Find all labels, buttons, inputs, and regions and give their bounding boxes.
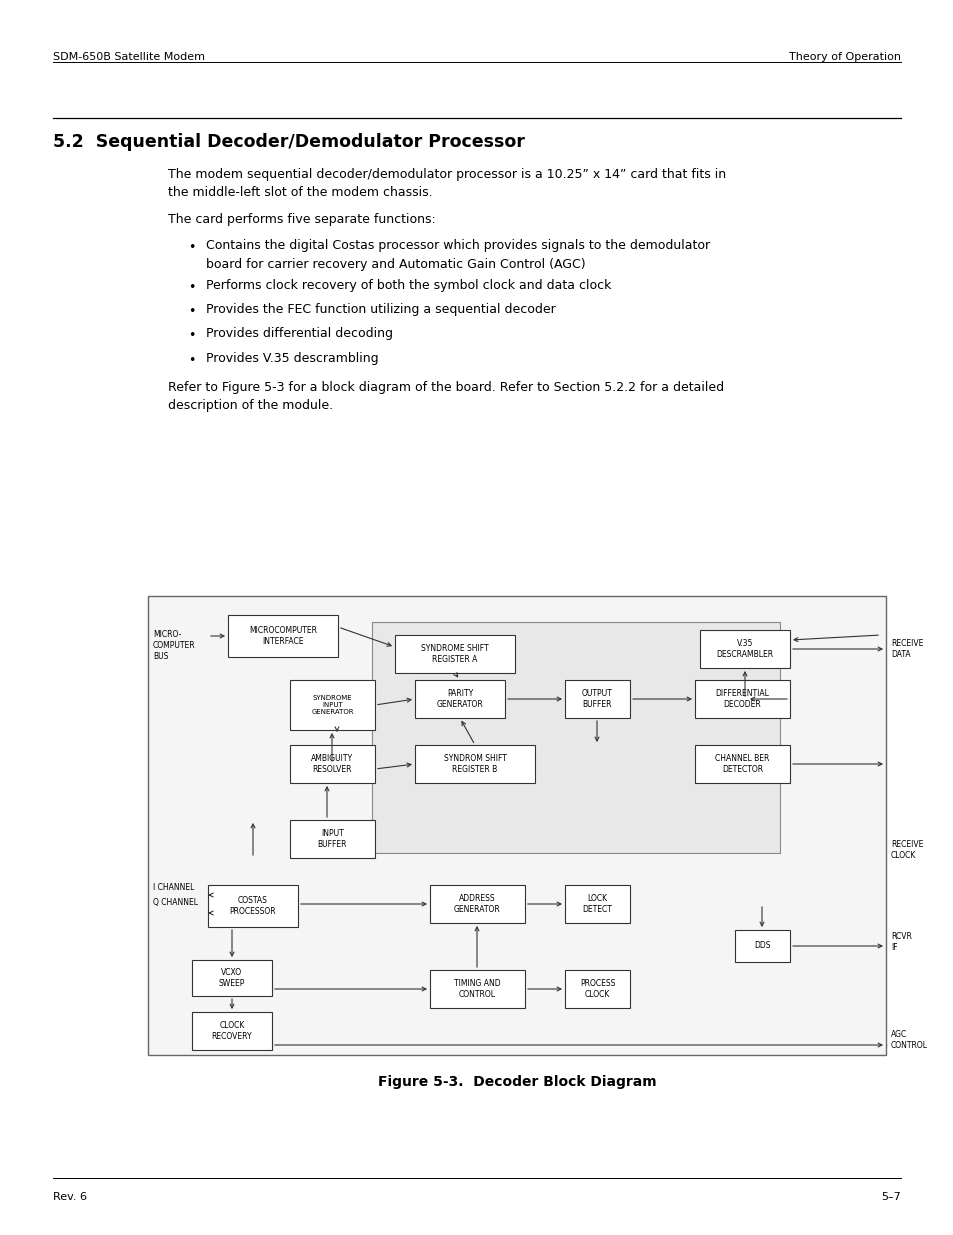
Bar [415, 745, 535, 783]
Text: Performs clock recovery of both the symbol clock and data clock: Performs clock recovery of both the symb… [206, 279, 611, 291]
Text: INPUT
BUFFER: INPUT BUFFER [317, 829, 347, 848]
Text: SDM-650B Satellite Modem: SDM-650B Satellite Modem [53, 52, 205, 62]
Text: RECEIVE
DATA: RECEIVE DATA [890, 638, 923, 659]
Text: PROCESS
CLOCK: PROCESS CLOCK [579, 979, 615, 999]
Text: MICRO-
COMPUTER
BUS: MICRO- COMPUTER BUS [152, 630, 195, 661]
Text: AMBIGUITY
RESOLVER: AMBIGUITY RESOLVER [311, 755, 354, 774]
Text: 5–7: 5–7 [881, 1192, 900, 1202]
Bar [228, 615, 337, 657]
Text: CLOCK
RECOVERY: CLOCK RECOVERY [212, 1021, 252, 1041]
Text: DDS: DDS [754, 941, 770, 951]
Bar [415, 680, 504, 718]
Text: Figure 5-3.  Decoder Block Diagram: Figure 5-3. Decoder Block Diagram [377, 1074, 656, 1089]
Text: SYNDROM SHIFT
REGISTER B: SYNDROM SHIFT REGISTER B [443, 755, 506, 774]
Text: Provides V.35 descrambling: Provides V.35 descrambling [206, 352, 378, 366]
Text: Provides the FEC function utilizing a sequential decoder: Provides the FEC function utilizing a se… [206, 303, 556, 316]
Bar [290, 820, 375, 858]
Text: MICROCOMPUTER
INTERFACE: MICROCOMPUTER INTERFACE [249, 626, 316, 646]
Text: •: • [188, 305, 195, 317]
Text: 5.2  Sequential Decoder/Demodulator Processor: 5.2 Sequential Decoder/Demodulator Proce… [53, 133, 524, 151]
Text: Refer to Figure 5-3 for a block diagram of the board. Refer to Section 5.2.2 for: Refer to Figure 5-3 for a block diagram … [168, 380, 723, 412]
Text: •: • [188, 354, 195, 367]
Text: Theory of Operation: Theory of Operation [788, 52, 900, 62]
Text: TIMING AND
CONTROL: TIMING AND CONTROL [454, 979, 500, 999]
Bar [395, 635, 515, 673]
Text: The modem sequential decoder/demodulator processor is a 10.25” x 14” card that f: The modem sequential decoder/demodulator… [168, 168, 725, 200]
Bar [372, 622, 780, 853]
Text: V.35
DESCRAMBLER: V.35 DESCRAMBLER [716, 640, 773, 659]
Text: DIFFERENTIAL
DECODER: DIFFERENTIAL DECODER [715, 689, 769, 709]
Text: PARITY
GENERATOR: PARITY GENERATOR [436, 689, 483, 709]
Text: RECEIVE
CLOCK: RECEIVE CLOCK [890, 840, 923, 860]
Bar [564, 969, 629, 1008]
Bar [564, 680, 629, 718]
Text: LOCK
DETECT: LOCK DETECT [582, 894, 612, 914]
Bar [208, 885, 297, 927]
Text: I CHANNEL: I CHANNEL [152, 883, 194, 893]
Text: •: • [188, 280, 195, 294]
Bar [192, 1011, 272, 1050]
Bar [695, 745, 789, 783]
Bar [290, 680, 375, 730]
Bar [192, 960, 272, 995]
Bar [700, 630, 789, 668]
Text: SYNDROME
INPUT
GENERATOR: SYNDROME INPUT GENERATOR [311, 695, 354, 715]
Bar [290, 745, 375, 783]
Text: COSTAS
PROCESSOR: COSTAS PROCESSOR [230, 897, 276, 916]
Text: VCXO
SWEEP: VCXO SWEEP [218, 968, 245, 988]
Bar [734, 930, 789, 962]
Text: CHANNEL BER
DETECTOR: CHANNEL BER DETECTOR [715, 755, 769, 774]
Text: SYNDROME SHIFT
REGISTER A: SYNDROME SHIFT REGISTER A [420, 645, 488, 664]
Bar [148, 597, 885, 1055]
Text: Provides differential decoding: Provides differential decoding [206, 327, 393, 341]
Text: •: • [188, 330, 195, 342]
Text: ADDRESS
GENERATOR: ADDRESS GENERATOR [454, 894, 500, 914]
Text: Rev. 6: Rev. 6 [53, 1192, 87, 1202]
Bar [564, 885, 629, 923]
Text: OUTPUT
BUFFER: OUTPUT BUFFER [581, 689, 612, 709]
Text: RCVR
IF: RCVR IF [890, 932, 911, 952]
Text: The card performs five separate functions:: The card performs five separate function… [168, 212, 436, 226]
Text: Contains the digital Costas processor which provides signals to the demodulator
: Contains the digital Costas processor wh… [206, 240, 709, 270]
Text: Q CHANNEL: Q CHANNEL [152, 898, 198, 906]
Text: AGC
CONTROL: AGC CONTROL [890, 1030, 927, 1050]
Bar [695, 680, 789, 718]
Bar [430, 885, 524, 923]
Bar [430, 969, 524, 1008]
Text: •: • [188, 242, 195, 254]
